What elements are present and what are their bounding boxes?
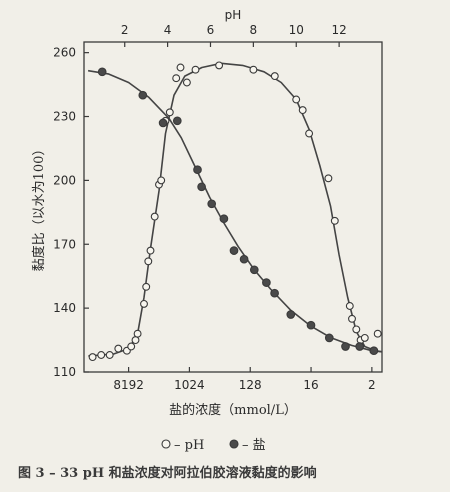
- salt-data-point: [270, 288, 279, 298]
- ph-data-point: [373, 329, 382, 338]
- ph-data-point: [348, 314, 356, 323]
- ph-curve: [88, 62, 383, 357]
- ph-data-point: [345, 302, 354, 310]
- ph-data-point: [292, 95, 301, 104]
- ph-data-point: [114, 344, 123, 353]
- salt-data-point: [239, 254, 249, 264]
- bottom-tick-label: 8192: [113, 378, 144, 392]
- ph-data-point: [97, 351, 106, 359]
- ph-data-point: [144, 257, 153, 266]
- y-tick-label: 200: [53, 173, 76, 187]
- salt-data-point: [138, 90, 148, 100]
- ph-data-point: [176, 63, 185, 72]
- figure-caption: 图 3 – 33 pH 和盐浓度对阿拉伯胶溶液黏度的影响: [18, 465, 317, 481]
- top-tick-label: 2: [121, 23, 129, 37]
- ph-data-point: [305, 129, 314, 138]
- legend-open-marker: [161, 439, 171, 449]
- top-tick-label: 8: [250, 23, 258, 37]
- salt-data-point: [197, 182, 206, 192]
- top-tick-label: 4: [164, 23, 172, 37]
- salt-data-point: [249, 265, 259, 275]
- ph-data-point: [270, 72, 279, 81]
- salt-data-point: [172, 116, 182, 126]
- ph-data-point: [140, 299, 148, 308]
- y-tick-label: 170: [53, 237, 76, 251]
- salt-data-point: [219, 214, 229, 224]
- ph-data-point: [330, 216, 339, 225]
- ph-data-point: [249, 65, 258, 74]
- ph-data-point: [131, 336, 140, 345]
- ph-data-point: [191, 65, 200, 74]
- salt-data-point: [324, 333, 334, 343]
- top-tick-label: 6: [207, 23, 215, 37]
- salt-data-point: [193, 165, 202, 175]
- salt-data-point: [355, 342, 365, 351]
- plot-frame: [83, 41, 383, 373]
- ph-data-point: [150, 212, 159, 221]
- bottom-tick-label: 16: [303, 378, 318, 392]
- y-tick-label: 260: [53, 46, 76, 60]
- ph-data-point: [142, 282, 151, 291]
- salt-data-point: [369, 346, 379, 356]
- salt-data-point: [286, 310, 296, 319]
- y-tick-label: 110: [53, 365, 76, 379]
- ph-data-point: [352, 325, 361, 334]
- salt-curve: [87, 69, 383, 353]
- salt-data-point: [341, 342, 350, 351]
- ph-data-point: [157, 176, 166, 185]
- salt-data-point: [229, 246, 239, 255]
- y-axis-title: 黏度比（以水为100）: [31, 143, 47, 272]
- ph-data-point: [324, 174, 333, 183]
- ph-data-point: [165, 108, 174, 117]
- ph-data-point: [182, 78, 191, 87]
- salt-data-point: [262, 278, 271, 287]
- ph-data-point: [215, 61, 224, 70]
- salt-data-point: [158, 118, 168, 128]
- salt-data-point: [207, 199, 217, 209]
- top-tick-label: 10: [289, 23, 304, 37]
- salt-data-point: [306, 320, 316, 330]
- x-axis-title: 盐的浓度（mmol/L）: [169, 402, 297, 418]
- bottom-tick-label: 2: [368, 378, 376, 392]
- ph-data-point: [360, 333, 369, 342]
- ph-data-point: [133, 329, 142, 338]
- bottom-tick-label: 1024: [174, 378, 205, 392]
- ph-data-point: [146, 246, 155, 255]
- y-tick-label: 140: [53, 301, 76, 315]
- top-axis-title: pH: [225, 8, 242, 22]
- ph-data-point: [105, 351, 114, 359]
- ph-data-point: [88, 353, 97, 362]
- ph-data-point: [127, 342, 136, 351]
- ph-data-point: [298, 106, 307, 115]
- bottom-tick-label: 128: [239, 378, 262, 392]
- legend-salt-label: – 盐: [242, 438, 266, 453]
- legend-filled-marker: [229, 439, 239, 449]
- salt-data-point: [97, 67, 107, 77]
- ph-data-point: [172, 74, 181, 83]
- top-tick-label: 12: [331, 23, 346, 37]
- y-tick-label: 230: [53, 110, 76, 124]
- legend-ph-label: – pH: [174, 438, 204, 453]
